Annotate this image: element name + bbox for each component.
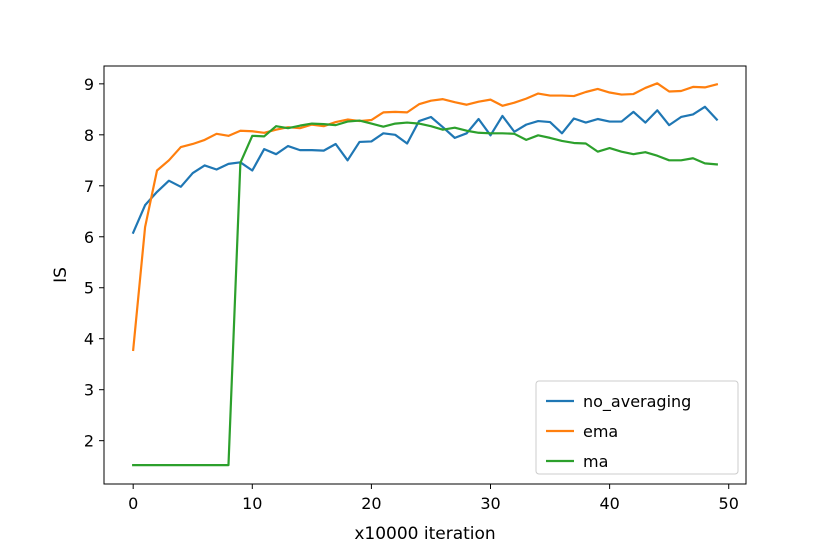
x-tick-label: 0 (128, 494, 138, 513)
x-tick-label: 40 (599, 494, 619, 513)
y-tick-label: 3 (84, 381, 94, 400)
y-tick-label: 4 (84, 330, 94, 349)
plot-area-frame (103, 65, 747, 485)
series-line-ema (131, 82, 719, 352)
y-tick-label: 7 (84, 177, 94, 196)
x-tick-label: 20 (361, 494, 381, 513)
legend-label-no-averaging: no_averaging (583, 392, 691, 412)
x-tick-label: 30 (480, 494, 500, 513)
y-axis-label: IS (51, 267, 71, 283)
legend-label-ma: ma (583, 452, 608, 471)
x-tick-label: 50 (719, 494, 739, 513)
x-axis-ticks: 0 10 20 30 40 50 (128, 484, 739, 513)
series-line-ma (132, 119, 719, 467)
legend-label-ema: ema (583, 422, 618, 441)
x-axis-label: x10000 iteration (354, 524, 495, 544)
y-tick-label: 9 (84, 75, 94, 94)
y-tick-label: 5 (84, 279, 94, 298)
series-layer (131, 82, 719, 467)
series-line-no-averaging (131, 105, 719, 235)
y-axis-ticks: 2 3 4 5 6 7 8 9 (84, 75, 104, 451)
y-tick-label: 8 (84, 126, 94, 145)
y-tick-label: 2 (84, 432, 94, 451)
x-tick-label: 10 (242, 494, 262, 513)
y-tick-label: 6 (84, 228, 94, 247)
legend-frame (535, 380, 739, 475)
